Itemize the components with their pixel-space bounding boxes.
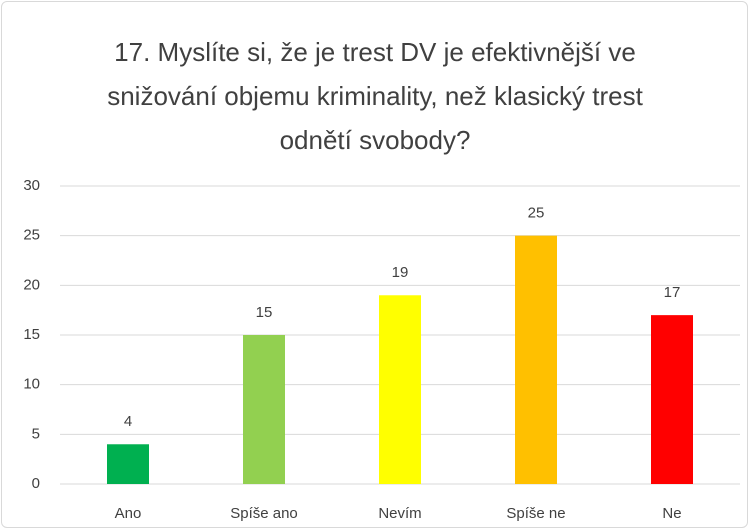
x-tick-label: Nevím	[378, 505, 421, 522]
x-tick-label: Spíše ne	[506, 505, 565, 522]
y-tick-label: 15	[23, 326, 40, 343]
y-tick-label: 20	[23, 276, 40, 293]
y-tick-label: 25	[23, 227, 40, 244]
bar	[243, 335, 285, 484]
chart-title: 17. Myslíte si, že je trest DV je efekti…	[107, 37, 643, 155]
bar	[651, 315, 693, 484]
x-tick-label: Spíše ano	[230, 505, 298, 522]
data-label: 15	[256, 304, 273, 321]
data-label: 17	[664, 284, 681, 301]
x-tick-label: Ano	[115, 505, 142, 522]
y-tick-label: 0	[32, 475, 40, 492]
x-tick-label: Ne	[662, 505, 681, 522]
bar	[515, 235, 557, 484]
y-tick-label: 10	[23, 376, 40, 393]
y-tick-label: 5	[32, 425, 40, 442]
y-tick-label: 30	[23, 177, 40, 194]
data-label: 4	[124, 413, 132, 430]
data-label: 25	[528, 205, 545, 222]
data-label: 19	[392, 264, 409, 281]
bar	[107, 444, 149, 484]
bar	[379, 295, 421, 484]
